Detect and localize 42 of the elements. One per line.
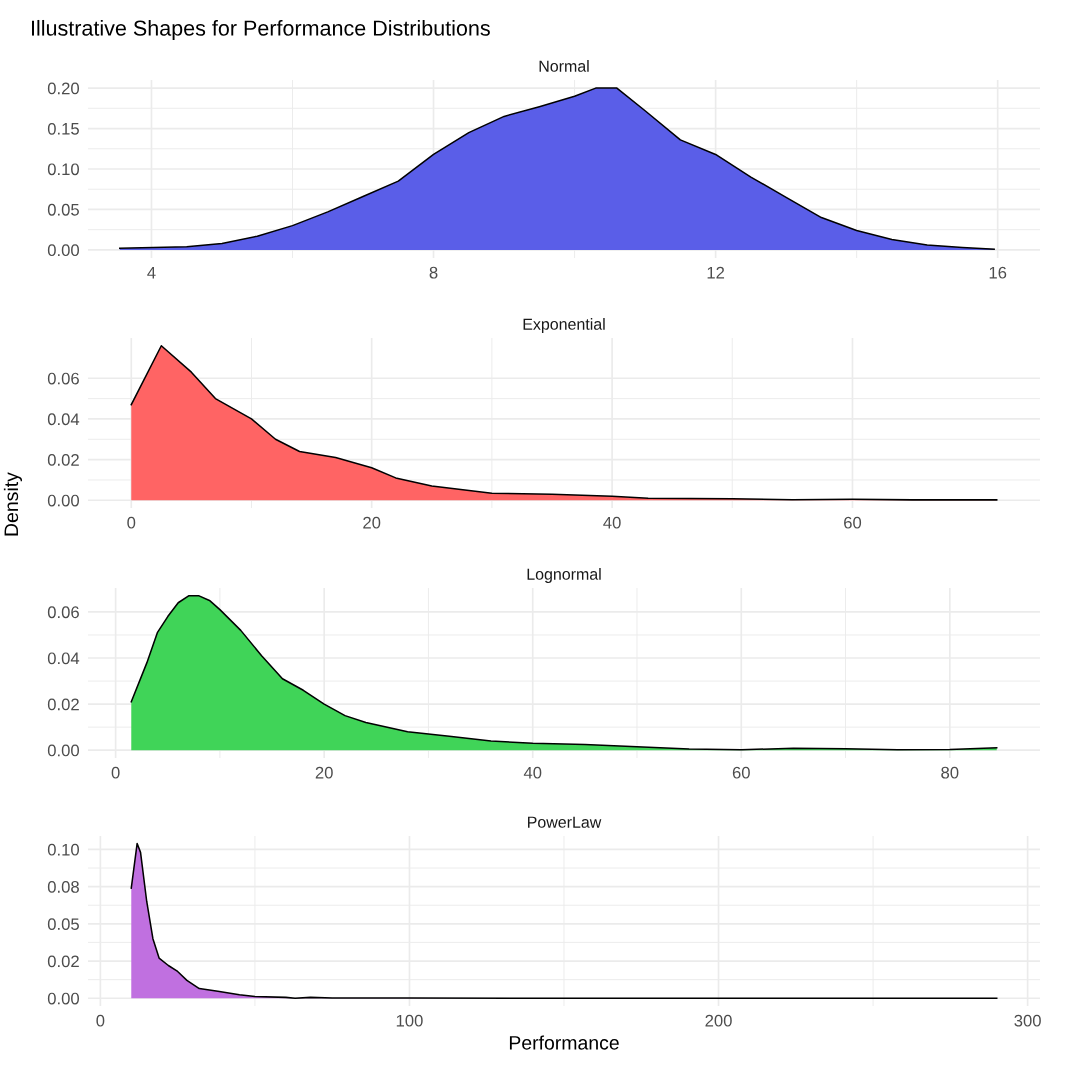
- y-tick-label: 0.00: [47, 494, 80, 507]
- y-tick-label: 0.05: [47, 203, 79, 216]
- y-tick-label: 0.20: [47, 82, 80, 95]
- x-tick-label: 8: [429, 266, 438, 279]
- y-tick-label: 0.10: [47, 163, 80, 176]
- y-tick-label: 0.15: [47, 122, 79, 135]
- y-tick-label: 0.02: [47, 955, 79, 968]
- x-tick-label: 60: [732, 766, 750, 779]
- y-tick-label: 0.04: [47, 652, 80, 665]
- x-tick-label: 12: [707, 266, 725, 279]
- x-tick-label: 80: [941, 766, 959, 779]
- x-tick-label: 100: [396, 1014, 423, 1027]
- y-tick-label: 0.06: [47, 606, 79, 619]
- x-tick-label: 60: [844, 516, 862, 529]
- y-tick-label: 0.00: [47, 744, 80, 757]
- y-tick-label: 0.00: [47, 244, 80, 257]
- x-tick-label: 4: [147, 266, 156, 279]
- x-tick-label: 40: [603, 516, 621, 529]
- x-tick-label: 40: [523, 766, 542, 779]
- y-tick-label: 0.02: [47, 454, 79, 466]
- y-tick-label: 0.06: [47, 372, 79, 385]
- y-tick-label: 0.08: [47, 881, 79, 893]
- x-tick-label: 20: [315, 766, 333, 779]
- y-tick-label: 0.02: [47, 698, 79, 711]
- x-axis-title: Performance: [509, 1035, 619, 1050]
- x-tick-label: 200: [705, 1014, 732, 1027]
- x-tick-label: 0: [127, 516, 136, 529]
- chart-subtitle: Lognormal: [527, 568, 601, 583]
- x-tick-label: 0: [111, 766, 120, 779]
- y-axis-title: Density: [3, 472, 22, 536]
- x-tick-label: 300: [1014, 1014, 1041, 1027]
- chart-subtitle: Normal: [539, 60, 589, 72]
- chart-subtitle: PowerLaw: [528, 816, 602, 828]
- x-tick-label: 0: [96, 1014, 105, 1027]
- y-tick-label: 0.05: [47, 918, 79, 931]
- y-tick-label: 0.00: [47, 992, 80, 1005]
- chart-title: Illustrative Shapes for Performance Distributions: [31, 19, 490, 41]
- x-tick-label: 16: [989, 266, 1007, 279]
- y-tick-label: 0.04: [47, 413, 80, 426]
- chart-subtitle: Exponential: [523, 318, 605, 333]
- y-tick-label: 0.10: [47, 843, 80, 856]
- x-tick-label: 20: [363, 516, 381, 529]
